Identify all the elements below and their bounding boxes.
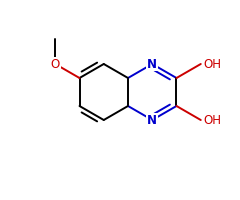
Text: N: N [147, 114, 157, 127]
Text: O: O [51, 58, 60, 71]
Text: OH: OH [204, 114, 222, 127]
Text: OH: OH [204, 58, 222, 71]
Text: N: N [147, 58, 157, 71]
